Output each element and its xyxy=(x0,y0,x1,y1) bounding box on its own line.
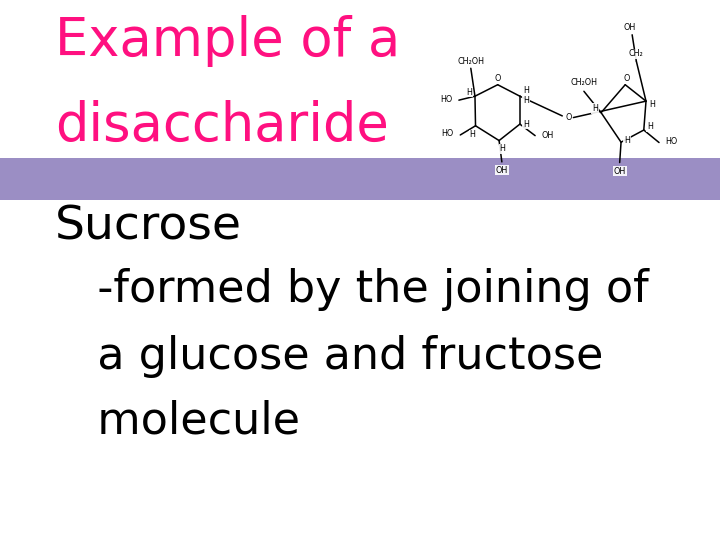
Text: H: H xyxy=(469,131,475,139)
Text: H: H xyxy=(649,100,655,109)
Text: O: O xyxy=(624,73,630,83)
Text: HO: HO xyxy=(441,130,454,138)
Text: OH: OH xyxy=(613,167,626,176)
Text: H: H xyxy=(592,104,598,113)
Text: Sucrose: Sucrose xyxy=(55,205,242,250)
Text: HO: HO xyxy=(440,95,452,104)
Text: H: H xyxy=(647,122,653,131)
Text: disaccharide: disaccharide xyxy=(55,100,389,152)
Text: molecule: molecule xyxy=(55,400,300,443)
Text: CH₂OH: CH₂OH xyxy=(570,78,598,87)
Text: H: H xyxy=(523,86,529,95)
Text: a glucose and fructose: a glucose and fructose xyxy=(55,335,603,378)
Text: -formed by the joining of: -formed by the joining of xyxy=(55,268,649,311)
Text: Example of a: Example of a xyxy=(55,15,400,67)
Text: OH: OH xyxy=(496,166,508,174)
Text: H: H xyxy=(523,96,529,105)
Text: CH₂OH: CH₂OH xyxy=(457,57,485,65)
Text: H: H xyxy=(523,120,529,129)
Text: CH₂: CH₂ xyxy=(629,49,644,58)
Text: HO: HO xyxy=(665,137,678,146)
Text: H: H xyxy=(466,88,472,97)
Text: OH: OH xyxy=(541,131,554,140)
Text: OH: OH xyxy=(624,23,636,32)
Text: O: O xyxy=(495,75,501,83)
Bar xyxy=(0,158,720,200)
Text: H: H xyxy=(624,136,630,145)
Text: O: O xyxy=(565,113,572,122)
Text: H: H xyxy=(500,144,505,153)
